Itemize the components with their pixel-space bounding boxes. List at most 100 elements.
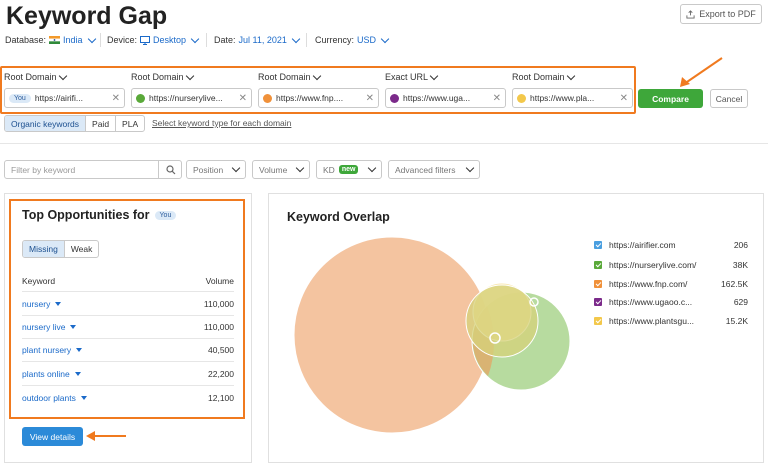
keyword-link[interactable]: plants online xyxy=(22,369,81,379)
chevron-down-icon xyxy=(295,163,305,173)
opportunity-type-toggle[interactable]: Missing Weak xyxy=(22,240,100,258)
table-row: nursery 110,000 xyxy=(22,293,234,316)
export-label: Export to PDF xyxy=(699,9,756,19)
venn-circle-overlap-core xyxy=(465,284,539,358)
export-icon xyxy=(686,9,695,19)
clear-icon[interactable]: ✕ xyxy=(111,92,120,104)
legend-value: 206 xyxy=(733,240,748,250)
overlap-title: Keyword Overlap xyxy=(287,210,390,224)
checkbox-icon[interactable] xyxy=(594,298,602,306)
keyword-link[interactable]: nursery live xyxy=(22,322,77,332)
volume-value: 110,000 xyxy=(203,322,234,332)
database-label: Database: xyxy=(5,35,47,45)
domain-type-selector[interactable]: Exact URL xyxy=(385,71,439,82)
clear-icon[interactable]: ✕ xyxy=(238,92,247,104)
domain-input-5[interactable]: https://www.pla... ✕ xyxy=(512,88,633,108)
tab-organic-keywords[interactable]: Organic keywords xyxy=(5,116,87,131)
view-details-button[interactable]: View details xyxy=(22,427,83,446)
domain-type-label: Root Domain xyxy=(131,72,184,82)
table-row: nursery live 110,000 xyxy=(22,316,234,339)
caret-down-icon[interactable] xyxy=(74,372,81,376)
cancel-button[interactable]: Cancel xyxy=(710,89,748,108)
venn-circle-ugaoo xyxy=(489,332,501,344)
currency-selector[interactable]: Currency: USD xyxy=(315,34,390,45)
venn-diagram xyxy=(293,236,571,434)
checkbox-icon[interactable] xyxy=(594,280,602,288)
domain-type-label: Root Domain xyxy=(4,72,57,82)
keyword-link[interactable]: outdoor plants xyxy=(22,393,87,403)
opportunities-header: Top Opportunities for You xyxy=(22,208,177,222)
tab-missing[interactable]: Missing xyxy=(23,241,65,257)
clear-icon[interactable]: ✕ xyxy=(365,92,374,104)
domain-input-3[interactable]: https://www.fnp.... ✕ xyxy=(258,88,379,108)
advanced-filters-label: Advanced filters xyxy=(395,164,456,175)
venn-circle-fnp xyxy=(293,236,491,434)
compare-button[interactable]: Compare xyxy=(638,89,703,108)
chevron-down-icon xyxy=(380,34,390,43)
search-icon xyxy=(165,164,175,174)
domain-input-1[interactable]: You https://airifi... ✕ xyxy=(4,88,125,108)
legend-item[interactable]: https://airifier.com 206 xyxy=(594,238,748,252)
legend-item[interactable]: https://www.ugaoo.c... 629 xyxy=(594,295,748,309)
legend-item[interactable]: https://www.plantsgu... 15.2K xyxy=(594,314,748,328)
tab-weak[interactable]: Weak xyxy=(70,244,93,254)
legend-domain: https://www.ugaoo.c... xyxy=(609,297,693,307)
clear-icon[interactable]: ✕ xyxy=(619,92,628,104)
keyword-text: outdoor plants xyxy=(22,393,76,403)
domain-type-selector[interactable]: Root Domain xyxy=(131,71,194,82)
keyword-text: plants online xyxy=(22,369,70,379)
domain-type-selector[interactable]: Root Domain xyxy=(258,71,321,82)
divider xyxy=(306,33,307,47)
new-badge: new xyxy=(338,165,359,174)
search-button[interactable] xyxy=(158,160,182,179)
domain-input-4[interactable]: https://www.uga... ✕ xyxy=(385,88,506,108)
caret-down-icon[interactable] xyxy=(70,325,77,329)
tab-pla[interactable]: PLA xyxy=(122,118,139,129)
kd-filter[interactable]: KD new xyxy=(316,160,382,179)
chevron-down-icon xyxy=(312,71,321,80)
caret-down-icon[interactable] xyxy=(80,396,87,400)
annotation-arrow-icon xyxy=(86,431,126,441)
legend-value: 162.5K xyxy=(721,279,748,289)
legend-item[interactable]: https://nurserylive.com/ 38K xyxy=(594,258,748,272)
device-selector[interactable]: Device: Desktop xyxy=(107,34,200,45)
volume-value: 110,000 xyxy=(203,299,234,309)
clear-icon[interactable]: ✕ xyxy=(492,92,501,104)
you-badge: You xyxy=(154,210,177,220)
annotation-arrow-icon xyxy=(680,57,723,87)
chevron-down-icon xyxy=(231,163,241,173)
top-opportunities-card xyxy=(4,193,252,463)
domain-type-selector[interactable]: Root Domain xyxy=(4,71,67,82)
caret-down-icon[interactable] xyxy=(76,348,83,352)
select-keyword-type-link[interactable]: Select keyword type for each domain xyxy=(152,118,292,128)
checkbox-icon[interactable] xyxy=(594,317,602,325)
currency-label: Currency: xyxy=(315,35,355,45)
keyword-link[interactable]: nursery xyxy=(22,299,62,309)
divider xyxy=(22,291,234,292)
keyword-link[interactable]: plant nursery xyxy=(22,345,83,355)
database-selector[interactable]: Database: India xyxy=(5,34,96,45)
table-header: Keyword Volume xyxy=(22,276,234,286)
legend-item[interactable]: https://www.fnp.com/ 162.5K xyxy=(594,277,748,291)
caret-down-icon[interactable] xyxy=(55,302,62,306)
checkbox-icon[interactable] xyxy=(594,241,602,249)
keyword-type-toggle[interactable]: Organic keywords Paid PLA xyxy=(4,115,146,132)
export-pdf-button[interactable]: Export to PDF xyxy=(680,4,762,24)
domain-type-selector[interactable]: Root Domain xyxy=(512,71,575,82)
volume-filter[interactable]: Volume xyxy=(252,160,310,179)
legend-value: 15.2K xyxy=(725,316,748,326)
position-filter[interactable]: Position xyxy=(186,160,246,179)
volume-value: 22,200 xyxy=(208,369,234,379)
date-selector[interactable]: Date: Jul 11, 2021 xyxy=(214,34,301,45)
checkbox-icon[interactable] xyxy=(594,261,602,269)
venn-circle-airifier xyxy=(529,297,539,307)
advanced-filters[interactable]: Advanced filters xyxy=(388,160,480,179)
tab-paid[interactable]: Paid xyxy=(86,116,117,131)
divider xyxy=(206,33,207,47)
domain-color-dot xyxy=(390,93,399,103)
domain-color-dot xyxy=(136,93,145,103)
keyword-filter-input[interactable]: Filter by keyword xyxy=(4,160,182,179)
domain-input-2[interactable]: https://nurserylive... ✕ xyxy=(131,88,252,108)
device-label: Device: xyxy=(107,35,138,45)
date-value: Jul 11, 2021 xyxy=(238,35,287,45)
